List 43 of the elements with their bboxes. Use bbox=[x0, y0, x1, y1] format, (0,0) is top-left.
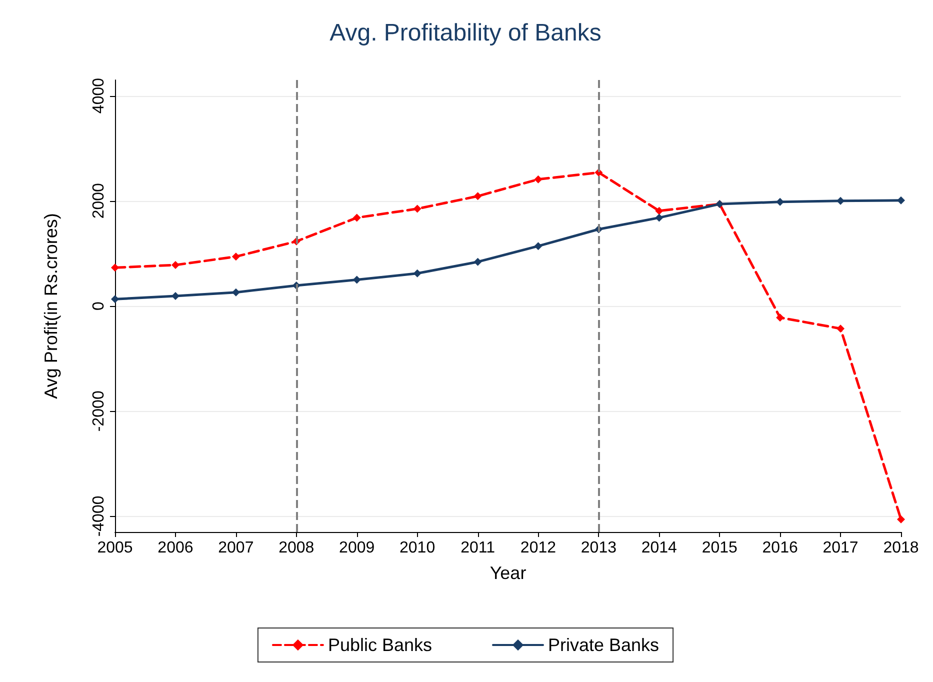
x-tick-label: 2018 bbox=[883, 540, 919, 556]
legend-label: Public Banks bbox=[328, 635, 432, 655]
y-axis-title: Avg Profit(in Rs.crores) bbox=[41, 213, 61, 399]
legend-label: Private Banks bbox=[548, 635, 660, 655]
x-tick-label: 2016 bbox=[762, 540, 798, 556]
x-tick-label: 2014 bbox=[641, 540, 678, 556]
point bbox=[111, 295, 119, 304]
y-tick-label: 0 bbox=[90, 301, 108, 310]
point bbox=[655, 214, 664, 222]
chart-title: Avg. Profitability of Banks bbox=[330, 20, 602, 46]
x-tick-label: 2005 bbox=[97, 540, 133, 556]
point bbox=[352, 214, 361, 222]
point bbox=[413, 204, 422, 213]
y-tick-label: -2000 bbox=[90, 390, 108, 432]
point bbox=[232, 252, 240, 261]
x-tick-label: 2017 bbox=[822, 540, 858, 556]
point bbox=[836, 324, 845, 333]
x-tick-label: 2006 bbox=[158, 540, 194, 556]
x-tick-label: 2007 bbox=[218, 540, 254, 556]
point bbox=[111, 264, 119, 272]
point bbox=[171, 261, 180, 270]
point bbox=[474, 192, 482, 200]
point bbox=[413, 269, 422, 278]
x-tick-label: 2011 bbox=[460, 540, 496, 556]
point bbox=[655, 206, 664, 215]
y-tick-label: 2000 bbox=[90, 182, 108, 219]
y-tick-label: -4000 bbox=[90, 496, 108, 537]
x-tick-label: 2008 bbox=[278, 540, 314, 556]
point bbox=[776, 314, 784, 322]
point bbox=[232, 288, 240, 296]
point bbox=[474, 258, 482, 266]
point bbox=[534, 242, 542, 250]
x-tick-label: 2012 bbox=[520, 540, 556, 556]
x-tick-label: 2015 bbox=[702, 540, 738, 556]
point bbox=[897, 196, 905, 204]
x-axis-title: Year bbox=[490, 563, 526, 583]
point bbox=[534, 175, 542, 184]
x-tick-label: 2010 bbox=[400, 540, 436, 556]
x-tick-label: 2013 bbox=[580, 540, 617, 556]
y-tick-label: 4000 bbox=[90, 78, 108, 114]
point bbox=[897, 515, 905, 524]
x-tick-label: 2009 bbox=[339, 540, 375, 556]
point bbox=[352, 276, 361, 284]
